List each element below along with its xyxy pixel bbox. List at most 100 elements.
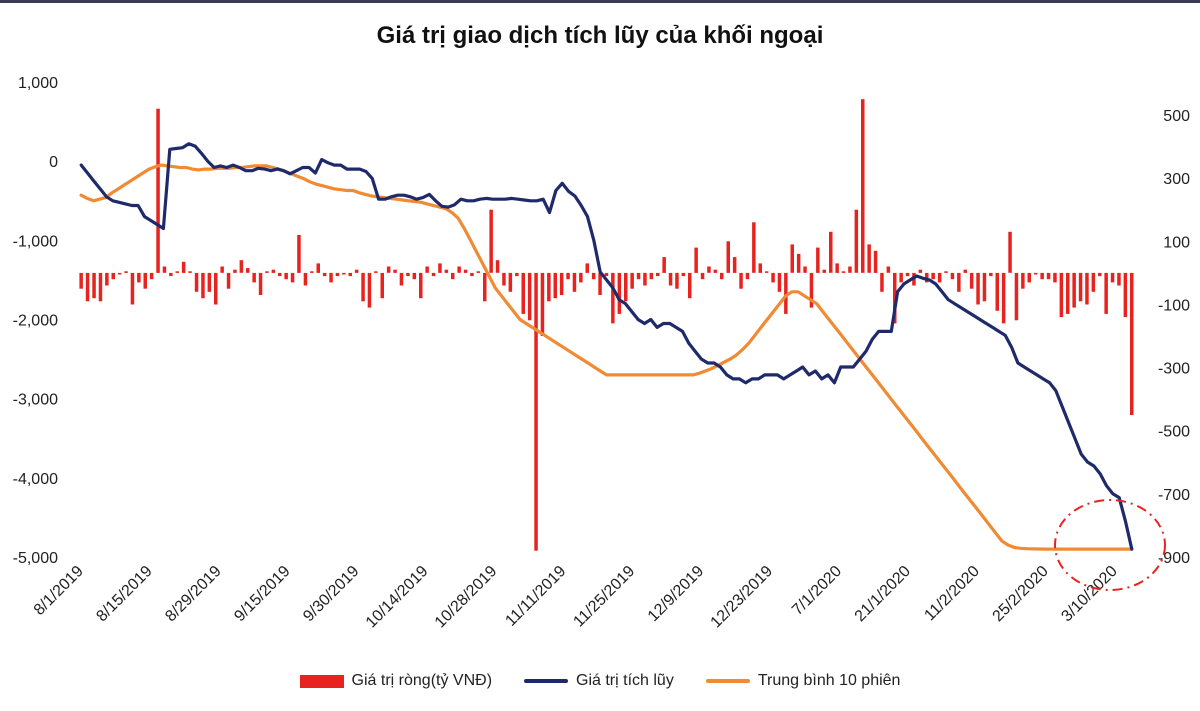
bar-net-value bbox=[361, 273, 365, 301]
bar-net-value bbox=[720, 273, 724, 279]
bar-net-value bbox=[1072, 273, 1076, 308]
left-axis-tick: 0 bbox=[49, 154, 58, 171]
bar-net-value bbox=[252, 273, 256, 283]
bar-net-value bbox=[752, 222, 756, 272]
bar-net-value bbox=[643, 273, 647, 286]
bar-net-value bbox=[1034, 273, 1038, 275]
bar-net-value bbox=[201, 273, 205, 298]
legend: Giá trị ròng(tỷ VNĐ) Giá trị tích lũy Tr… bbox=[0, 668, 1200, 694]
bar-net-value bbox=[368, 273, 372, 308]
bar-net-value bbox=[105, 273, 109, 286]
bar-net-value bbox=[451, 273, 455, 279]
bar-net-value bbox=[829, 232, 833, 273]
bar-net-value bbox=[1124, 273, 1128, 317]
bar-net-value bbox=[1053, 273, 1057, 283]
bar-net-value bbox=[112, 273, 116, 279]
bar-net-value bbox=[265, 271, 269, 273]
bar-net-value bbox=[240, 260, 244, 273]
bar-net-value bbox=[682, 273, 686, 276]
bar-net-value bbox=[413, 273, 417, 279]
legend-item-ma10: Trung bình 10 phiên bbox=[706, 672, 901, 690]
bar-net-value bbox=[675, 273, 679, 289]
right-axis-tick: 300 bbox=[1163, 171, 1190, 188]
bar-net-value bbox=[573, 273, 577, 292]
bar-net-value bbox=[1117, 273, 1121, 286]
bar-net-value bbox=[137, 273, 141, 283]
bar-net-value bbox=[1079, 273, 1083, 301]
bar-net-value bbox=[765, 271, 769, 273]
bar-net-value bbox=[662, 257, 666, 273]
bar-net-value bbox=[579, 273, 583, 283]
bar-net-value bbox=[515, 273, 519, 276]
bar-net-value bbox=[496, 260, 500, 273]
bar-net-value bbox=[227, 273, 231, 289]
bar-net-value bbox=[630, 273, 634, 289]
left-axis-tick: -1,000 bbox=[13, 233, 58, 250]
bar-net-value bbox=[534, 273, 538, 551]
x-axis-tick: 25/2/2020 bbox=[990, 563, 1052, 625]
bar-net-value bbox=[195, 273, 199, 292]
bar-net-value bbox=[855, 210, 859, 273]
legend-swatch-net-value bbox=[300, 675, 344, 688]
left-axis-tick: -2,000 bbox=[13, 313, 58, 330]
bar-net-value bbox=[938, 273, 942, 283]
bar-net-value bbox=[457, 267, 461, 273]
bar-net-value bbox=[1111, 273, 1115, 283]
bar-net-value bbox=[701, 273, 705, 279]
bar-net-value bbox=[1066, 273, 1070, 314]
x-axis-tick: 10/14/2019 bbox=[363, 563, 432, 632]
bar-net-value bbox=[1047, 273, 1051, 279]
x-axis-tick: 21/1/2020 bbox=[852, 563, 914, 625]
legend-item-cumulative: Giá trị tích lũy bbox=[524, 672, 674, 690]
bar-net-value bbox=[899, 273, 903, 283]
bar-net-value bbox=[438, 263, 442, 273]
bar-net-value bbox=[118, 273, 122, 275]
left-axis-tick: -3,000 bbox=[13, 392, 58, 409]
bar-net-value bbox=[944, 271, 948, 273]
bar-net-value bbox=[1040, 273, 1044, 279]
right-axis-tick: 500 bbox=[1163, 108, 1190, 125]
bar-net-value bbox=[79, 273, 83, 289]
x-axis-tick: 7/1/2020 bbox=[789, 563, 845, 619]
bar-net-value bbox=[605, 273, 609, 276]
bar-net-value bbox=[694, 248, 698, 273]
bar-net-value bbox=[445, 270, 449, 273]
bar-net-value bbox=[1060, 273, 1064, 317]
bar-net-value bbox=[336, 273, 340, 276]
x-axis-tick: 3/10/2020 bbox=[1058, 563, 1120, 625]
bar-net-value bbox=[176, 271, 180, 273]
bar-net-value bbox=[188, 271, 192, 273]
bar-net-value bbox=[208, 273, 212, 292]
bar-net-value bbox=[1092, 273, 1096, 292]
bar-net-value bbox=[163, 267, 167, 273]
bar-net-value bbox=[304, 273, 308, 286]
x-axis-tick: 12/23/2019 bbox=[708, 563, 777, 632]
bar-net-value bbox=[714, 270, 718, 273]
bar-net-value bbox=[637, 273, 641, 279]
bar-net-value bbox=[432, 273, 436, 276]
bar-net-value bbox=[86, 273, 90, 301]
bar-net-value bbox=[1008, 232, 1012, 273]
bar-net-value bbox=[425, 267, 429, 273]
bar-net-value bbox=[931, 273, 935, 279]
bar-net-value bbox=[1085, 273, 1089, 305]
left-axis-tick: 1,000 bbox=[18, 75, 58, 92]
x-axis-tick: 9/15/2019 bbox=[231, 563, 293, 625]
bar-net-value bbox=[598, 273, 602, 295]
bar-net-value bbox=[816, 248, 820, 273]
bar-net-value bbox=[291, 273, 295, 283]
legend-label-cumulative: Giá trị tích lũy bbox=[576, 672, 674, 690]
bar-net-value bbox=[727, 241, 731, 273]
left-axis-tick: -5,000 bbox=[13, 550, 58, 567]
bar-net-value bbox=[342, 273, 346, 275]
bar-net-value bbox=[483, 273, 487, 301]
bar-net-value bbox=[477, 271, 481, 273]
x-axis-tick: 11/11/2019 bbox=[502, 563, 569, 630]
bar-net-value bbox=[381, 273, 385, 298]
bar-net-value bbox=[951, 273, 955, 279]
bar-net-value bbox=[797, 254, 801, 273]
bar-net-value bbox=[509, 273, 512, 292]
bar-net-value bbox=[297, 235, 301, 273]
x-axis-tick: 9/30/2019 bbox=[300, 563, 362, 625]
